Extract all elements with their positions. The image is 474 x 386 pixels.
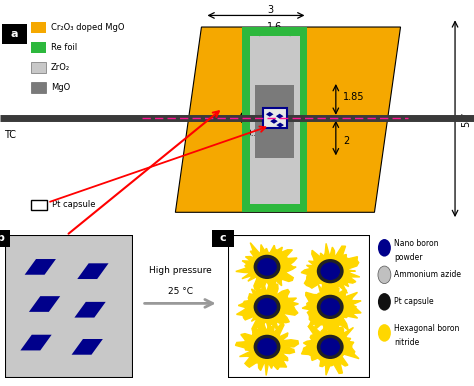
Bar <box>250 29 300 212</box>
Polygon shape <box>175 27 401 212</box>
Circle shape <box>257 298 277 316</box>
Polygon shape <box>301 244 360 298</box>
Bar <box>31 200 47 210</box>
Polygon shape <box>29 296 60 312</box>
Circle shape <box>257 258 277 276</box>
Text: c: c <box>219 233 226 243</box>
Polygon shape <box>25 259 56 275</box>
Circle shape <box>320 262 340 280</box>
Polygon shape <box>237 281 299 335</box>
Bar <box>242 204 307 212</box>
Text: 1.85: 1.85 <box>343 91 365 102</box>
Bar <box>242 27 307 36</box>
Polygon shape <box>236 322 299 376</box>
Text: Cr₂O₃ doped MgO: Cr₂O₃ doped MgO <box>51 23 124 32</box>
Bar <box>263 108 287 128</box>
Polygon shape <box>236 243 297 293</box>
Circle shape <box>378 266 391 284</box>
Polygon shape <box>276 113 283 119</box>
Circle shape <box>254 335 281 359</box>
Text: Ammonium azide: Ammonium azide <box>394 270 461 279</box>
Text: Pt capsule: Pt capsule <box>394 297 434 306</box>
Bar <box>31 22 46 33</box>
Polygon shape <box>20 335 52 350</box>
Text: Re foil: Re foil <box>51 43 77 52</box>
Circle shape <box>320 298 340 316</box>
Circle shape <box>317 335 344 359</box>
Polygon shape <box>266 112 273 117</box>
Text: MgO: MgO <box>51 83 70 92</box>
Bar <box>300 29 308 212</box>
Text: ZrO₂: ZrO₂ <box>51 63 70 72</box>
Circle shape <box>254 295 281 319</box>
Bar <box>242 29 250 212</box>
Bar <box>0 230 10 247</box>
Bar <box>212 230 234 247</box>
Circle shape <box>378 239 391 257</box>
Circle shape <box>317 259 344 283</box>
Bar <box>31 62 46 73</box>
Text: High pressure: High pressure <box>149 266 211 274</box>
Text: b: b <box>0 233 4 243</box>
Text: 5.7: 5.7 <box>461 112 471 127</box>
Polygon shape <box>77 263 109 279</box>
Circle shape <box>257 338 277 356</box>
Polygon shape <box>276 123 284 127</box>
Bar <box>2 24 27 44</box>
Text: nitride: nitride <box>394 338 419 347</box>
Circle shape <box>254 255 281 279</box>
Polygon shape <box>302 279 361 335</box>
Text: 25 °C: 25 °C <box>168 286 192 296</box>
Circle shape <box>320 338 340 356</box>
Polygon shape <box>74 302 106 318</box>
Polygon shape <box>72 339 103 355</box>
Circle shape <box>317 295 344 319</box>
Text: Nano boron: Nano boron <box>394 239 439 248</box>
Text: Hexagonal boron: Hexagonal boron <box>394 324 460 334</box>
Circle shape <box>378 324 391 342</box>
Text: 2: 2 <box>343 136 349 146</box>
Text: TC: TC <box>4 130 16 140</box>
Text: a: a <box>11 29 18 39</box>
Bar <box>31 82 46 93</box>
Circle shape <box>378 293 391 311</box>
Text: 1.6: 1.6 <box>267 22 283 32</box>
Bar <box>255 85 294 158</box>
Polygon shape <box>270 119 278 124</box>
Text: 0.35: 0.35 <box>246 129 265 139</box>
Text: powder: powder <box>394 253 423 262</box>
Text: Pt capsule: Pt capsule <box>52 200 96 210</box>
Polygon shape <box>301 320 359 375</box>
Bar <box>31 42 46 53</box>
Text: 3: 3 <box>267 5 273 15</box>
